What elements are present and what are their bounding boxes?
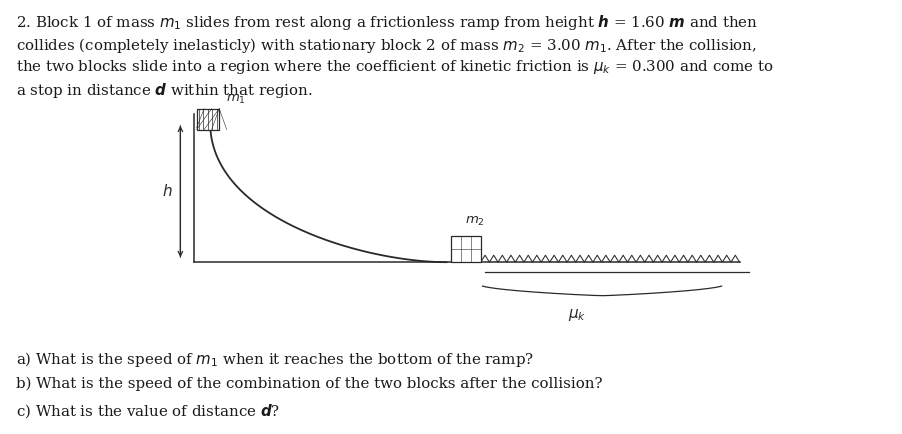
Text: $m_2$: $m_2$	[465, 215, 484, 228]
Text: b) What is the speed of the combination of the two blocks after the collision?: b) What is the speed of the combination …	[16, 375, 603, 390]
Text: a) What is the speed of $m_1$ when it reaches the bottom of the ramp?: a) What is the speed of $m_1$ when it re…	[16, 349, 534, 368]
Text: the two blocks slide into a region where the coefficient of kinetic friction is : the two blocks slide into a region where…	[16, 58, 774, 76]
Text: $m_1$: $m_1$	[226, 93, 246, 106]
Text: $\mu_k$: $\mu_k$	[568, 306, 586, 322]
Text: c) What is the value of distance $\boldsymbol{d}$?: c) What is the value of distance $\bolds…	[16, 401, 281, 419]
Bar	[451, 237, 481, 263]
Text: a stop in distance $\boldsymbol{d}$ within that region.: a stop in distance $\boldsymbol{d}$ with…	[16, 81, 313, 100]
Text: collides (completely inelasticly) with stationary block 2 of mass $m_2$ = 3.00 $: collides (completely inelasticly) with s…	[16, 36, 757, 55]
Text: 2. Block 1 of mass $m_1$ slides from rest along a frictionless ramp from height : 2. Block 1 of mass $m_1$ slides from res…	[16, 13, 759, 32]
Bar	[197, 109, 219, 130]
Text: $h$: $h$	[161, 183, 172, 199]
